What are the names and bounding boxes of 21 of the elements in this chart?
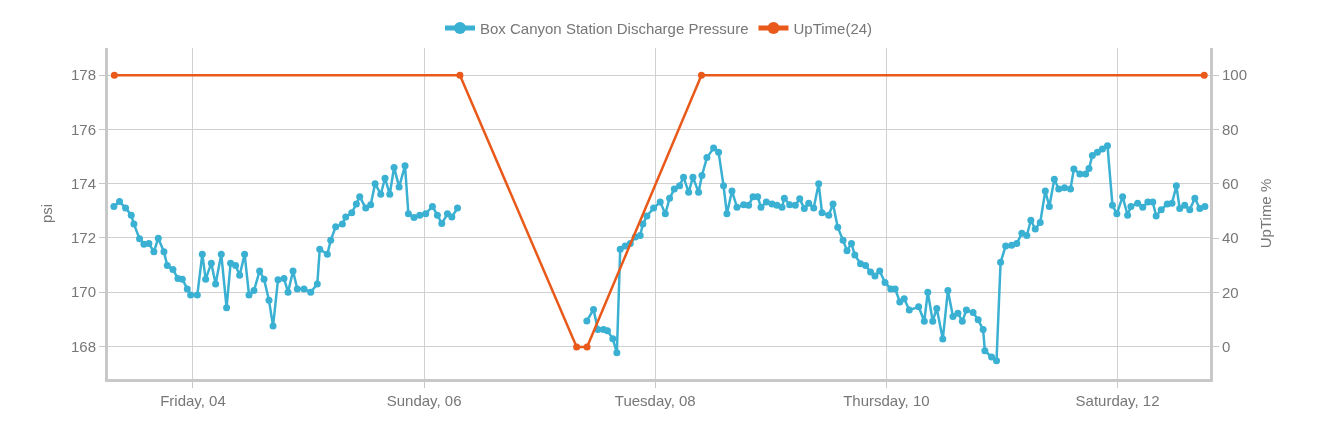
- y-axis-title: psi: [38, 203, 56, 224]
- legend-label: Box Canyon Station Discharge Pressure: [480, 19, 749, 37]
- y2-tick-label: 100: [1222, 66, 1248, 84]
- y2-tick-label: 40: [1222, 229, 1239, 247]
- y2-axis-title: UpTime %: [1257, 178, 1275, 249]
- x-tick-label: Tuesday, 08: [614, 392, 696, 409]
- y2-tick-label: 0: [1222, 338, 1231, 356]
- y2-tick-label: 20: [1222, 283, 1239, 301]
- y2-tick-label: 60: [1222, 175, 1239, 193]
- y2-tick-label: 80: [1222, 120, 1239, 138]
- y-tick-label: 168: [70, 337, 96, 355]
- y-tick-label: 170: [70, 283, 96, 301]
- x-tick-label: Sunday, 06: [386, 392, 462, 409]
- x-tick-label: Friday, 04: [160, 392, 226, 409]
- x-tick-label: Thursday, 10: [843, 392, 930, 409]
- y-tick-label: 176: [70, 120, 96, 138]
- y-tick-label: 172: [70, 229, 96, 247]
- x-tick-label: Saturday, 12: [1075, 392, 1160, 409]
- y-tick-label: 178: [70, 66, 96, 84]
- y-tick-label: 174: [70, 174, 96, 192]
- legend-label: UpTime(24): [793, 19, 873, 37]
